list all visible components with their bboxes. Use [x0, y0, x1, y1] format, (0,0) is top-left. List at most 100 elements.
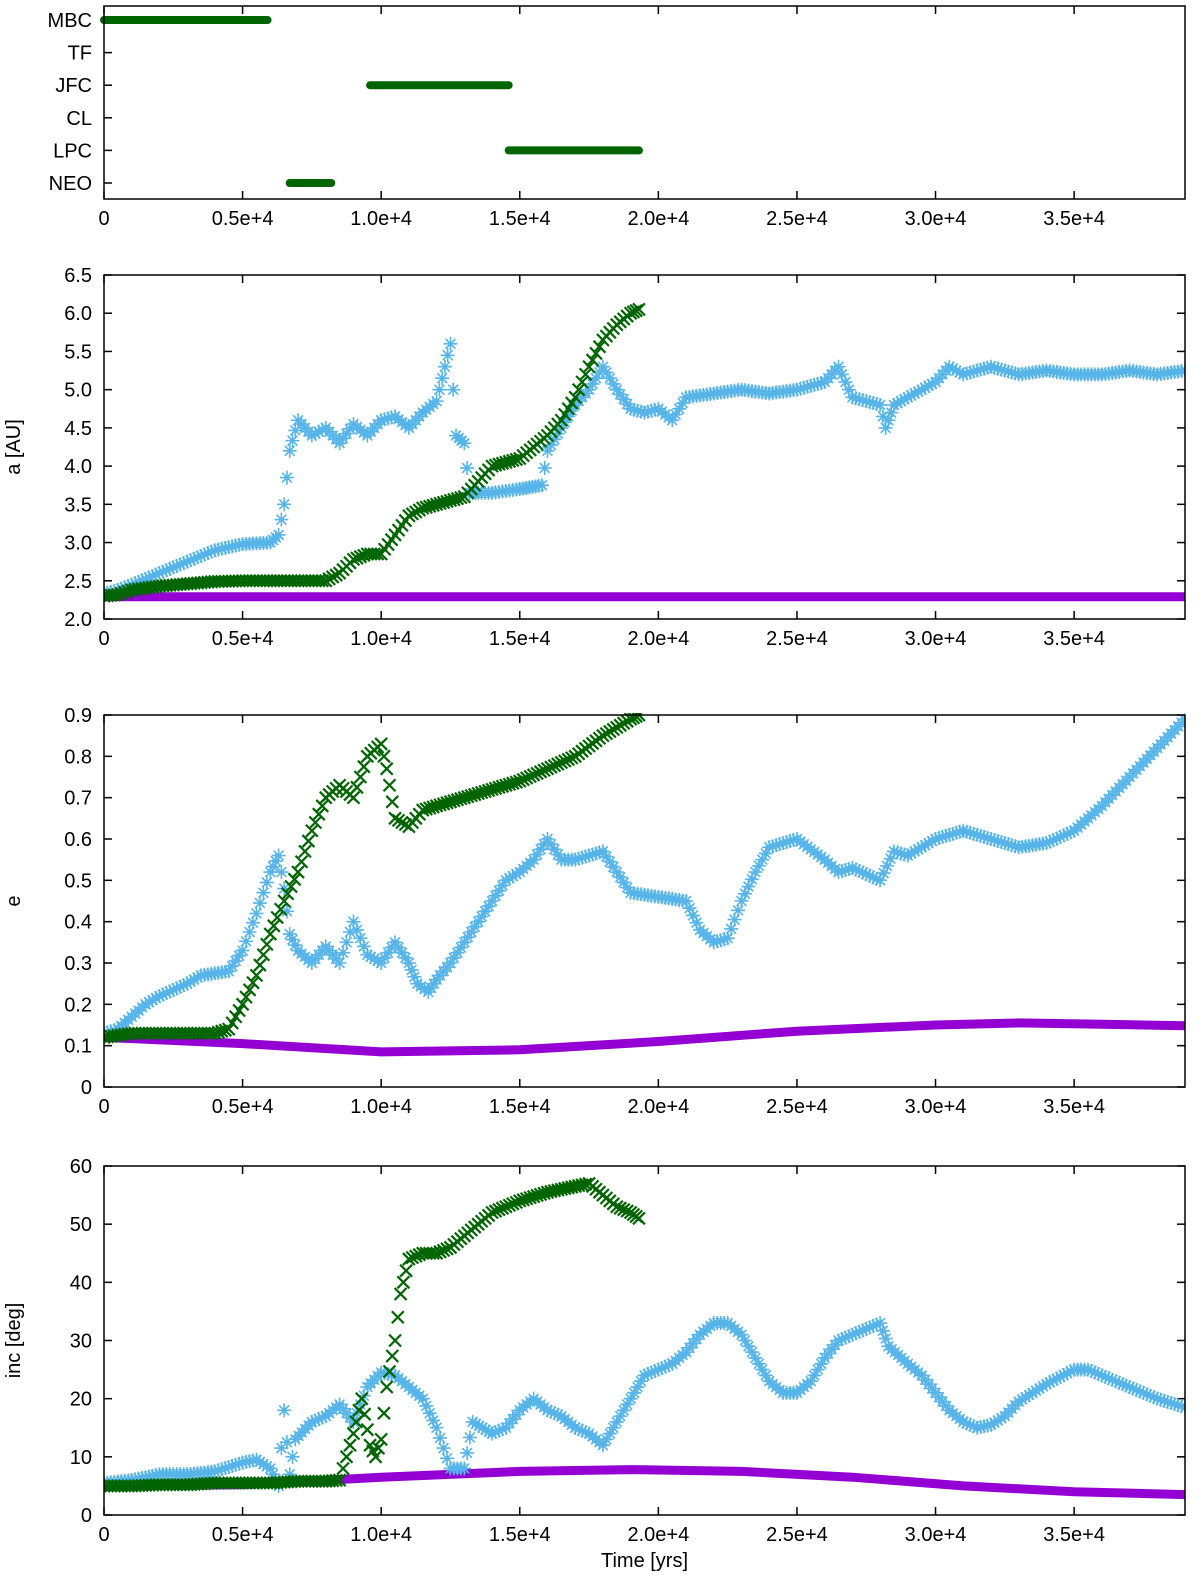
data-point [883, 851, 898, 866]
data-point [1157, 1393, 1172, 1408]
data-point [540, 761, 555, 776]
data-point [242, 925, 257, 939]
data-point [900, 390, 915, 405]
data-point [495, 1201, 510, 1215]
data-point [304, 1414, 319, 1429]
data-point [911, 842, 926, 857]
series-line [104, 1018, 1185, 1057]
data-point [544, 760, 558, 774]
data-point [266, 859, 281, 874]
data-point [342, 925, 357, 939]
data-point [925, 834, 940, 849]
data-point [942, 359, 957, 374]
data-point [225, 959, 240, 974]
data-point [440, 1451, 455, 1466]
data-point [1139, 1387, 1154, 1402]
data-point [374, 737, 388, 751]
data-point [1039, 836, 1054, 851]
data-point [294, 854, 309, 869]
data-point [540, 832, 555, 846]
data-point [388, 935, 403, 950]
data-point [897, 847, 912, 862]
data-point [485, 894, 500, 908]
data-point [259, 875, 274, 890]
data-point [440, 1242, 454, 1256]
data-point [997, 836, 1012, 851]
data-point [762, 840, 777, 855]
data-point [606, 1420, 621, 1435]
data-point [852, 864, 867, 879]
data-point [252, 1454, 267, 1469]
data-point [632, 1211, 646, 1226]
data-point [983, 1417, 998, 1432]
y-tick-label: 3.5 [64, 494, 92, 516]
data-point [606, 376, 621, 391]
data-point [457, 935, 472, 950]
data-point [852, 1324, 867, 1339]
data-point [1132, 1384, 1147, 1399]
data-point [399, 1263, 413, 1278]
data-point [228, 1009, 243, 1024]
series-group [104, 302, 1185, 603]
data-point [751, 1356, 766, 1371]
data-point [194, 548, 209, 563]
data-point [651, 1362, 666, 1377]
data-point [263, 1461, 278, 1476]
data-point [758, 1368, 773, 1383]
y-tick-label: 0.3 [64, 953, 92, 975]
data-point [866, 1318, 881, 1333]
data-point [336, 945, 351, 960]
data-point [623, 401, 638, 416]
data-point [897, 392, 912, 407]
data-point [952, 365, 967, 380]
data-point [1129, 1382, 1144, 1397]
data-point [180, 976, 195, 991]
data-point [377, 1406, 391, 1420]
data-point [990, 361, 1005, 376]
data-point [731, 903, 746, 918]
y-axis-label: inc [deg] [3, 1303, 25, 1379]
data-point [357, 1407, 372, 1421]
data-point [914, 382, 929, 397]
data-point [152, 989, 167, 1004]
data-point [997, 363, 1012, 378]
data-point [274, 512, 289, 527]
data-point [1053, 829, 1068, 844]
x-tick-label: 2.0e+4 [627, 1096, 689, 1118]
data-point [602, 1426, 617, 1441]
data-point [578, 1425, 593, 1440]
data-point [148, 567, 163, 582]
data-point [987, 360, 1002, 375]
data-point [769, 838, 784, 853]
data-point [831, 359, 846, 374]
data-point [783, 834, 798, 849]
data-point [502, 1198, 517, 1213]
data-point [311, 424, 326, 439]
data-point [533, 842, 548, 857]
data-point [273, 902, 288, 917]
data-point [654, 1361, 669, 1376]
data-point [630, 403, 645, 418]
data-point [880, 858, 895, 873]
data-point [353, 931, 368, 946]
y-axis-label: a [AU] [3, 419, 25, 475]
data-point [658, 1359, 673, 1374]
category-label: CL [66, 108, 92, 130]
data-point [519, 771, 534, 785]
data-point [162, 561, 177, 576]
data-point [834, 367, 849, 382]
data-point [1094, 1368, 1109, 1383]
category-label: MBC [48, 10, 92, 32]
data-point [1171, 1398, 1185, 1413]
data-point [159, 563, 174, 578]
data-point [315, 799, 330, 813]
x-tick-label: 1.0e+4 [350, 1096, 412, 1118]
y-tick-label: 0.1 [64, 1036, 92, 1058]
data-point [970, 827, 985, 842]
data-point [374, 413, 389, 428]
data-point [405, 1250, 420, 1265]
data-point [838, 1330, 853, 1345]
data-point [873, 873, 888, 888]
data-point [450, 945, 465, 960]
data-point [530, 847, 545, 862]
